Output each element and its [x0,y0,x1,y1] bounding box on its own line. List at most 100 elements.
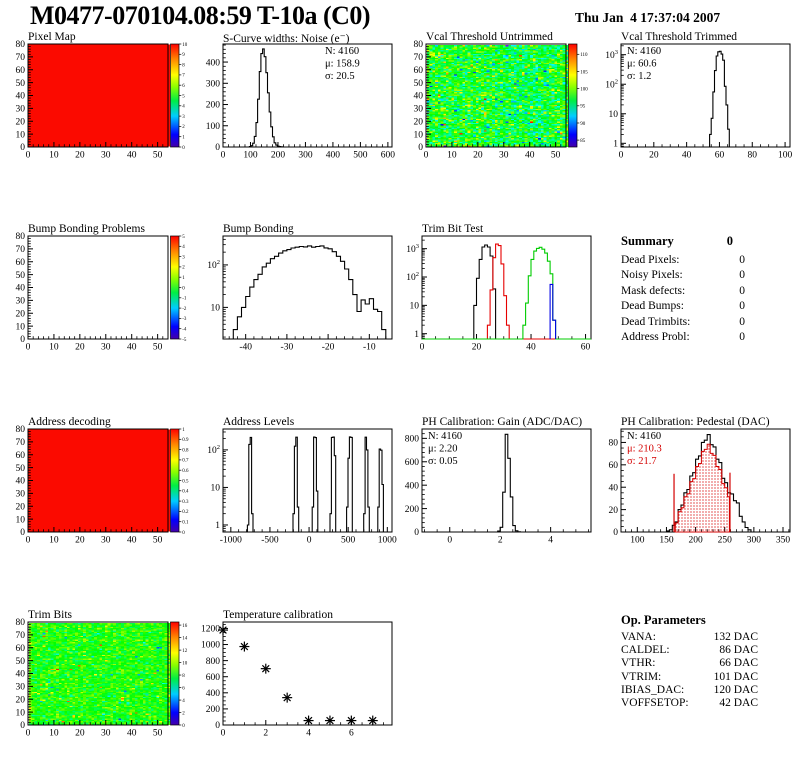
x-tick-label: 300 [747,536,762,546]
x-tick-label: 10 [49,151,59,161]
x-tick-label: 80 [748,151,758,161]
plot-vcal-threshold-untrimmed: 0 10 20 30 40 50 0 10 20 30 40 50 60 70 80 110 105 100 95 9… [398,30,597,180]
table-row: Dead Trimbits: 0 [621,315,745,330]
x-tick-label: 0 [420,343,425,353]
stats-line: μ: 158.9 [325,59,360,70]
y-tick-label: 102 [207,259,220,271]
plot-address-decoding: 0 10 20 30 40 50 0 10 20 30 40 50 60 70 80 1 0.9 0.8 0.7 0.… [0,415,199,565]
plot-frame [222,428,393,533]
colorbar [170,428,180,533]
x-tick-label: 30 [101,343,111,353]
colorbar-label: 6 [182,84,185,89]
x-tick-label: 600 [381,151,396,161]
colorbar-label: 0.1 [182,521,189,526]
x-tick-label: 30 [101,151,111,161]
colorbar-label: 105 [580,70,588,75]
x-tick-label: 0 [619,151,624,161]
row-label: Dead Pixels: [621,254,680,266]
y-tick-label: 800 [405,435,420,445]
x-tick-label: 0 [307,536,312,546]
summary-heading: Summary [621,234,674,248]
x-tick-label: 50 [551,151,561,161]
colorbar-label: 95 [580,105,586,110]
heatmap-pixels [426,44,568,147]
plot-frame [27,235,169,340]
y-tick-label: 0 [20,143,25,153]
plot-title: Bump Bonding Problems [28,223,145,235]
x-tick-label: 20 [75,729,85,739]
y-tick-label: 0 [215,721,220,731]
histogram-outline [232,245,387,339]
scatter-marker [260,663,271,674]
table-row: Dead Pixels: 0 [621,253,745,268]
scatter-marker [239,641,250,652]
x-tick-label: 6 [349,729,354,739]
x-tick-label: 50 [153,729,163,739]
tspan-element: 2 [615,78,618,85]
histogram-outline [709,50,730,147]
x-tick-label: -500 [261,536,279,546]
tspan-element: 2 [217,259,220,266]
y-tick-label: 80 [16,618,26,628]
x-tick-label: 40 [682,151,692,161]
row-label: Noisy Pixels: [621,269,683,282]
plot-title: PH Calibration: Pedestal (DAC) [621,416,770,428]
table-row: VTRIM: 101 DAC [621,671,758,684]
plot-svg: 0 100 200 300 400 500 600 0 100 200 300 400 N: 4160 μ… [206,43,396,161]
y-tick-label: 30 [16,683,26,693]
plot-svg: 0 20 40 60 1 10 102 103 [406,235,592,353]
y-tick-label: 0 [418,143,423,153]
y-tick-label: 200 [206,705,221,715]
y-tick-label: 102 [207,444,220,456]
x-tick-label: 40 [127,151,137,161]
y-tick-label: 80 [16,40,26,50]
row-value: 66 DAC [719,657,758,670]
y-tick-label: 10 [16,515,26,525]
row-value: 101 DAC [713,670,758,683]
x-tick-label: 200 [688,536,703,546]
x-tick-label: 0 [26,151,31,161]
y-tick-label: 20 [16,117,26,127]
y-tick-label: 0 [20,335,25,345]
scatter-marker [346,715,357,726]
y-tick-label: 200 [405,505,420,515]
colorbar [170,621,180,726]
x-tick-label: 20 [472,343,482,353]
row-value: 0 [739,315,745,328]
y-tick-label: 80 [16,425,26,435]
y-tick-label: 80 [609,439,619,449]
colorbar-label: 16 [182,624,188,629]
row-value: 0 [739,300,745,313]
tspan-element: 2 [416,271,419,278]
y-tick-label: 70 [16,53,26,63]
line-element [261,664,270,673]
histogram-outline [422,246,591,340]
x-tick-label: 4 [548,536,553,546]
colorbar-label: 3 [182,255,185,260]
y-tick-label: 20 [16,695,26,705]
colorbar-label: -2 [182,307,187,312]
line-element [368,716,377,725]
summary-heading-row: Summary 0 [621,234,745,249]
colorbar-label: -1 [182,297,187,302]
histogram-outline [329,436,337,532]
row-label: Address Probl: [621,331,690,344]
row-value: 0 [739,254,745,266]
stats-line: N: 4160 [627,46,661,57]
stats-line: μ: 210.3 [627,444,662,455]
stats-line: σ: 1.2 [627,71,651,82]
plot-title: Vcal Threshold Untrimmed [426,31,553,43]
heatmap-pixels [28,622,170,725]
plot-bump-bonding: -40 -30 -20 -10 10 102 Bump Bonding [199,222,398,372]
plot-frame [222,235,393,340]
x-tick-label: 0 [424,151,429,161]
x-tick-label: 50 [153,151,163,161]
y-tick-label: 60 [16,644,26,654]
y-tick-label: 0 [215,143,220,153]
table-row: IBIAS_DAC: 120 DAC [621,684,758,697]
x-tick-label: 40 [526,343,536,353]
y-tick-label: 60 [609,461,619,471]
y-tick-label: 60 [16,66,26,76]
plot-ph-calibration-pedestal-dac: 100 150 200 250 300 350 0 20 40 60 80 N: 4160 μ: 210… [597,415,796,565]
colorbar-label: 4 [182,699,185,704]
